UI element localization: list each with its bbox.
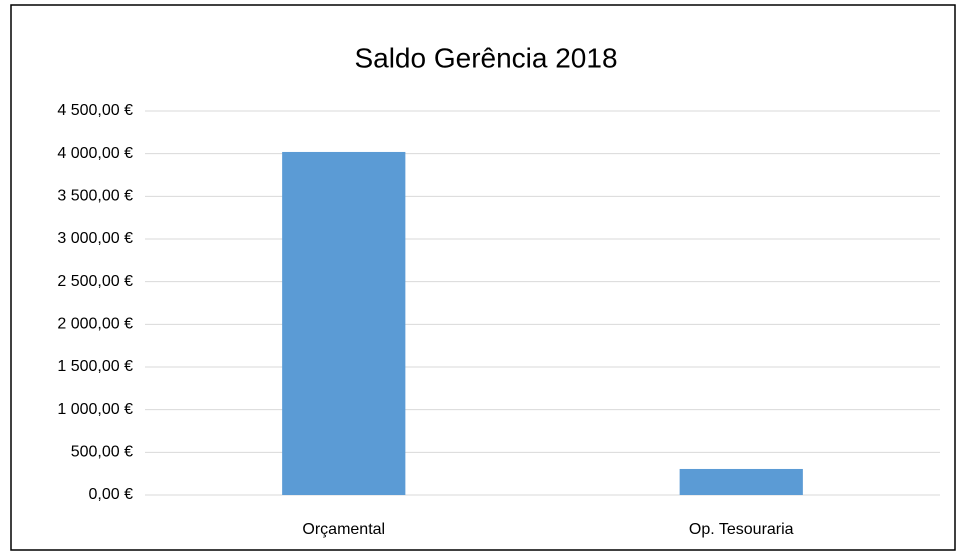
y-tick-label: 3 000,00 €: [57, 230, 133, 247]
y-tick-label: 4 500,00 €: [57, 102, 133, 119]
y-tick-label: 2 500,00 €: [57, 273, 133, 290]
chart-border: [10, 4, 956, 551]
bar: [679, 468, 803, 495]
x-tick-label: Op. Tesouraria: [689, 521, 794, 538]
chart-title: Saldo Gerência 2018: [354, 42, 617, 73]
y-tick-label: 1 000,00 €: [57, 401, 133, 418]
y-tick-label: 4 000,00 €: [57, 145, 133, 162]
x-tick-label: Orçamental: [302, 521, 385, 538]
y-tick-label: 0,00 €: [89, 486, 134, 503]
y-tick-label: 2 000,00 €: [57, 316, 133, 333]
bar: [282, 151, 406, 495]
y-tick-label: 500,00 €: [71, 444, 133, 461]
y-tick-label: 1 500,00 €: [57, 358, 133, 375]
y-tick-label: 3 500,00 €: [57, 188, 133, 205]
